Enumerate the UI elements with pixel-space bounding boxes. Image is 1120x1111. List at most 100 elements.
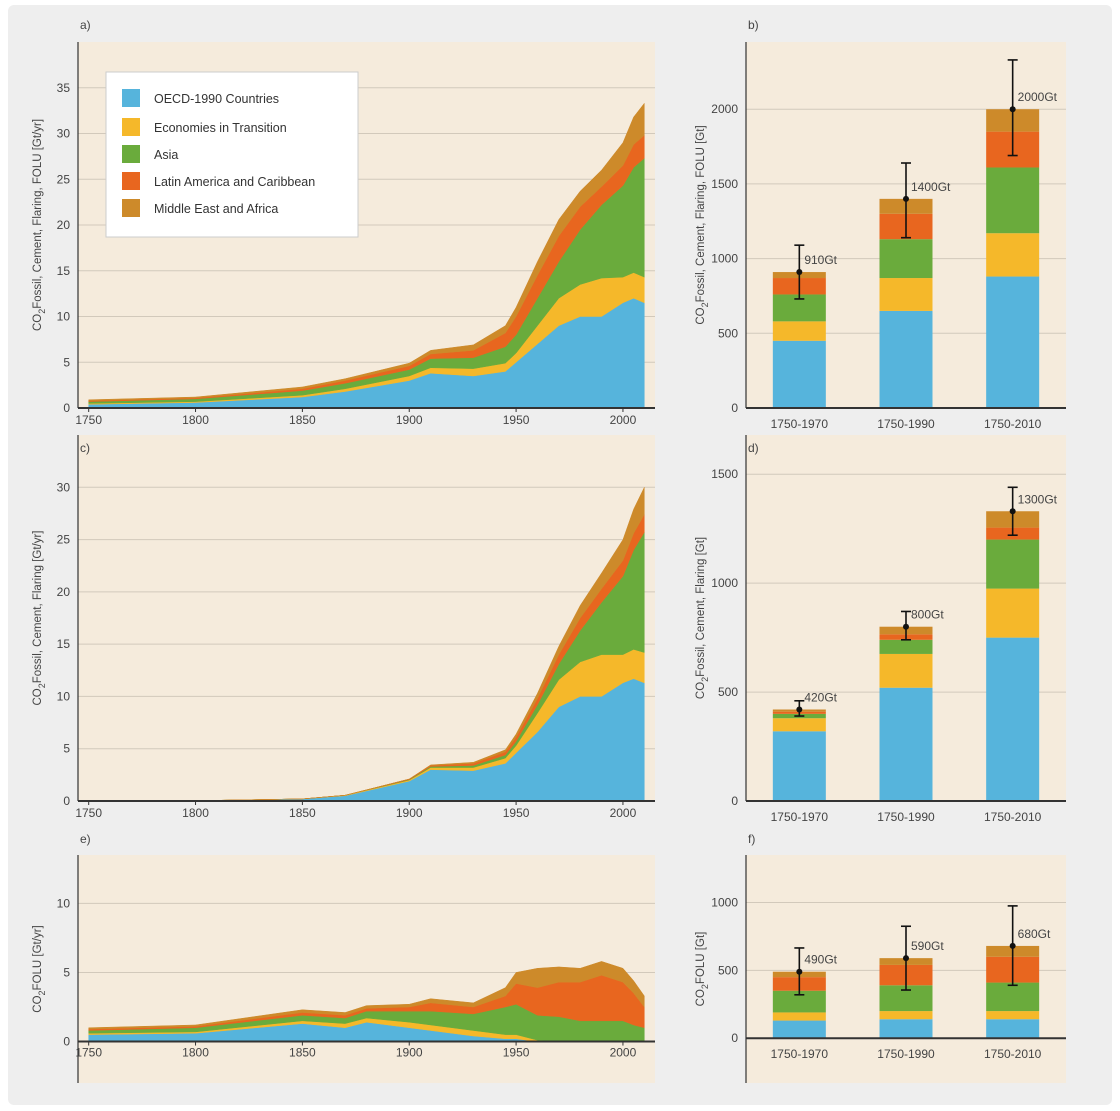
panel-f: f) 490Gt 1750-1970 590Gt 1750-1990 680Gt 1750-… (695, 832, 1066, 1083)
legend-swatch-0 (122, 89, 140, 107)
panel-label-a: a) (80, 18, 91, 32)
legend-swatch-1 (122, 118, 140, 136)
y-tick-label: 20 (57, 218, 71, 232)
panel-label-b: b) (748, 18, 759, 32)
total-marker (1009, 508, 1016, 515)
y-axis-title-a: CO2Fossil, Cement, Flaring, FOLU [Gt/yr] (32, 119, 47, 331)
total-marker (1009, 942, 1016, 949)
x-tick-label: 1850 (289, 806, 316, 820)
x-tick-label: 1750-2010 (984, 810, 1042, 824)
x-tick-label: 1900 (396, 1046, 423, 1060)
y-tick-label: 1000 (711, 576, 738, 590)
x-tick-label: 2000 (610, 413, 637, 427)
x-tick-label: 1950 (503, 413, 530, 427)
y-tick-label: 5 (63, 355, 70, 369)
y-tick-label: 0 (63, 1035, 70, 1049)
y-tick-label: 10 (57, 896, 71, 910)
y-axis-title-f: CO2FOLU [Gt] (695, 932, 710, 1007)
x-tick-label: 1750-1990 (877, 1047, 935, 1061)
bar-segment-1 (772, 321, 826, 341)
total-marker (903, 195, 909, 202)
x-tick-label: 1800 (182, 806, 209, 820)
y-tick-label: 35 (57, 81, 71, 95)
x-tick-label: 1900 (396, 413, 423, 427)
bar-segment-0 (772, 1020, 826, 1039)
x-tick-label: 1750-2010 (984, 1047, 1042, 1061)
total-label: 1300Gt (1018, 492, 1058, 506)
total-marker (903, 623, 909, 630)
y-axis-title-b: CO2Fossil, Cement, Flaring, FOLU [Gt] (695, 125, 710, 324)
x-tick-label: 1750-1970 (771, 810, 829, 824)
bar-segment-0 (879, 1019, 933, 1039)
bar-segment-0 (986, 1019, 1040, 1039)
y-tick-label: 500 (718, 326, 738, 340)
y-tick-label: 1500 (711, 177, 738, 191)
x-tick-label: 1950 (503, 1046, 530, 1060)
bar-segment-1 (986, 233, 1040, 277)
total-label: 680Gt (1018, 927, 1051, 941)
area-series-4 (88, 961, 645, 1030)
y-tick-label: 10 (57, 310, 71, 324)
bar-segment-2 (986, 167, 1040, 234)
legend-label-1: Economies in Transition (154, 121, 287, 135)
total-marker (796, 968, 803, 975)
panel-label-e: e) (80, 832, 91, 846)
x-tick-label: 1750-1970 (771, 417, 829, 431)
legend-box (105, 71, 359, 238)
x-tick-label: 1750 (75, 413, 102, 427)
x-tick-label: 1950 (503, 806, 530, 820)
panel-b: b) 910Gt 1750-1970 1400Gt 1750-1990 2000Gt 175… (695, 18, 1066, 431)
x-tick-label: 1750 (75, 1046, 102, 1060)
y-tick-label: 500 (718, 963, 738, 977)
y-tick-label: 1000 (711, 896, 738, 910)
bar-segment-1 (986, 588, 1040, 638)
bar-segment-1 (772, 718, 826, 732)
legend-label-0: OECD-1990 Countries (154, 92, 279, 106)
bar-segment-2 (986, 982, 1040, 1012)
total-marker (1009, 106, 1016, 113)
y-tick-label: 25 (57, 533, 71, 547)
x-tick-label: 2000 (610, 1046, 637, 1060)
y-tick-label: 0 (63, 401, 70, 415)
legend-label-2: Asia (154, 148, 178, 162)
y-tick-label: 30 (57, 480, 71, 494)
bar-segment-0 (772, 340, 826, 408)
x-tick-label: 1800 (182, 413, 209, 427)
panel-label-f: f) (748, 832, 755, 846)
x-tick-label: 1750-1990 (877, 810, 935, 824)
bar-segment-0 (772, 731, 826, 801)
legend-label-3: Latin America and Caribbean (154, 175, 315, 189)
x-tick-label: 1850 (289, 413, 316, 427)
bar-segment-2 (772, 990, 826, 1013)
total-label: 910Gt (804, 253, 837, 267)
y-tick-label: 0 (731, 401, 738, 415)
bar-segment-1 (879, 1011, 933, 1020)
total-marker (796, 706, 803, 713)
y-tick-label: 15 (57, 637, 71, 651)
y-tick-label: 15 (57, 264, 71, 278)
x-tick-label: 1750-1970 (771, 1047, 829, 1061)
total-label: 2000Gt (1018, 90, 1058, 104)
y-tick-label: 5 (63, 742, 70, 756)
x-tick-label: 1750-2010 (984, 417, 1042, 431)
total-label: 800Gt (911, 608, 944, 622)
bar-segment-1 (879, 653, 933, 688)
legend-swatch-4 (122, 199, 140, 217)
y-tick-label: 20 (57, 585, 71, 599)
bar-segment-2 (879, 639, 933, 654)
y-tick-label: 2000 (711, 102, 738, 116)
bar-segment-2 (879, 239, 933, 279)
x-tick-label: 1900 (396, 806, 423, 820)
legend-label-4: Middle East and Africa (154, 202, 278, 216)
y-tick-label: 0 (731, 1031, 738, 1045)
x-tick-label: 1850 (289, 1046, 316, 1060)
bar-segment-2 (986, 539, 1040, 589)
x-tick-label: 2000 (610, 806, 637, 820)
bar-segment-0 (879, 310, 933, 408)
y-tick-label: 25 (57, 172, 71, 186)
y-tick-label: 1000 (711, 252, 738, 266)
total-marker (796, 269, 803, 276)
y-tick-label: 30 (57, 127, 71, 141)
area-series-4 (88, 102, 645, 401)
